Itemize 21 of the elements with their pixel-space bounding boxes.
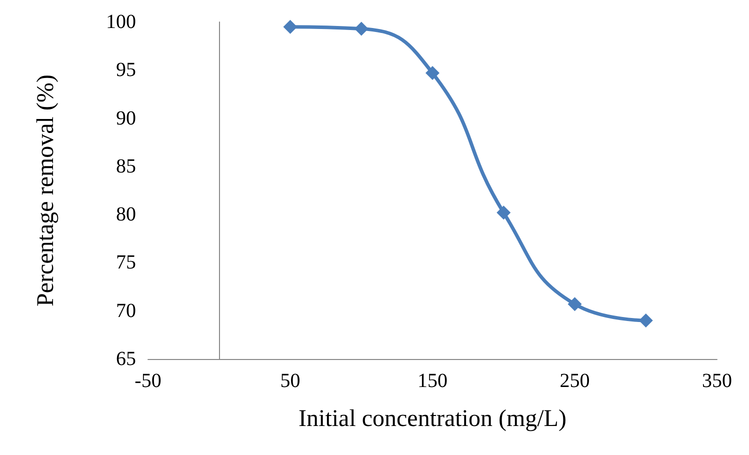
point <box>638 313 653 328</box>
y-tick-label: 95 <box>116 59 136 82</box>
y-tick-label: 70 <box>116 300 136 322</box>
x-axis-title: Initial concentration (mg/L) <box>298 406 566 432</box>
x-tick-label: 150 <box>418 370 448 392</box>
x-tick-label: -50 <box>134 370 162 392</box>
point <box>354 22 368 36</box>
y-tick-label: 80 <box>116 204 136 226</box>
x-tick-label: 250 <box>560 370 590 392</box>
y-tick-label: 90 <box>116 107 136 130</box>
point <box>496 206 511 220</box>
x-tick-label: 50 <box>280 370 300 392</box>
y-axis-title: Percentage removal (%) <box>33 74 59 306</box>
y-tick-label: 85 <box>116 155 136 178</box>
point <box>283 20 298 34</box>
y-tick-label: 100 <box>106 11 136 33</box>
x-tick-label: 350 <box>702 370 732 392</box>
y-tick-label: 75 <box>116 252 136 274</box>
y-tick-label: 65 <box>116 348 136 370</box>
point <box>426 66 440 80</box>
point <box>568 297 582 312</box>
